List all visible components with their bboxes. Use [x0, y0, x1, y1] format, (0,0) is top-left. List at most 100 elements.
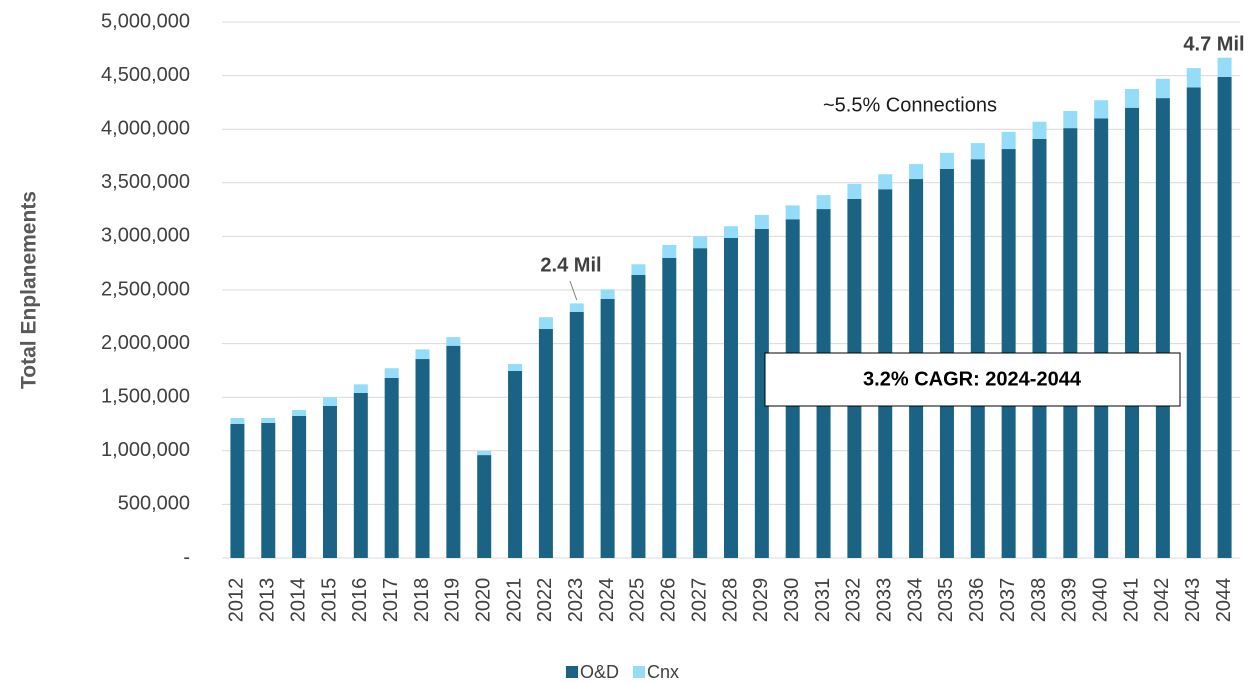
x-tick-label: 2040 [1089, 578, 1111, 623]
x-tick-label: 2037 [997, 578, 1019, 623]
bar-segment [1001, 131, 1016, 150]
x-tick-label: 2034 [904, 578, 926, 623]
y-tick-label: 1,000,000 [101, 439, 190, 461]
bar-segment [631, 264, 646, 275]
annotation: 3.2% CAGR: 2024-2044 [863, 368, 1082, 390]
bar-segment [384, 368, 399, 378]
y-tick-label: 4,500,000 [101, 64, 190, 86]
x-tick-label: 2028 [719, 578, 741, 623]
bar-segment [508, 370, 523, 558]
x-tick-label: 2044 [1213, 578, 1235, 623]
bar-segment [724, 226, 738, 239]
x-tick-label: 2025 [627, 578, 649, 623]
x-tick-label: 2031 [812, 578, 834, 623]
annotation: ~5.5% Connections [823, 94, 997, 116]
bar-segment [477, 450, 492, 456]
legend-label: Cnx [647, 662, 679, 682]
legend-label: O&D [580, 662, 619, 682]
y-tick-label: 2,500,000 [101, 278, 190, 300]
x-tick-label: 2035 [935, 578, 957, 623]
bar-segment [1032, 121, 1047, 139]
bar-segment [939, 152, 954, 169]
y-tick-label: 3,500,000 [101, 171, 190, 193]
x-tick-label: 2032 [843, 578, 865, 623]
bar-segment [538, 317, 553, 330]
bar-segment [415, 349, 430, 360]
bar-segment [1217, 76, 1232, 559]
bar-segment [384, 377, 399, 558]
bar-segment [847, 183, 862, 199]
bar-segment [1186, 87, 1201, 558]
bar-segment [1094, 100, 1109, 119]
y-tick-label: 4,000,000 [101, 117, 190, 139]
y-tick-label: 1,500,000 [101, 385, 190, 407]
bar-segment [600, 299, 615, 558]
bar-segment [415, 359, 430, 558]
bar-segment [538, 329, 553, 558]
leader-line [569, 280, 578, 301]
x-tick-label: 2020 [472, 578, 494, 623]
bar-segment [909, 164, 924, 180]
x-tick-label: 2024 [596, 578, 618, 623]
bar-segment [508, 363, 523, 371]
bar-segment [1094, 118, 1109, 558]
bar-segment [631, 274, 646, 558]
legend-swatch [633, 666, 646, 678]
annotation: 2.4 Mil [540, 254, 601, 276]
bar-segment [322, 405, 337, 558]
bar-segment [1125, 89, 1140, 108]
bar-segment [1217, 57, 1232, 77]
x-tick-label: 2030 [781, 578, 803, 623]
bar-segment [600, 289, 615, 300]
bar-segment [292, 415, 307, 558]
bar-segment [816, 195, 831, 210]
bar-segment [1125, 107, 1140, 558]
x-tick-label: 2016 [349, 578, 371, 623]
x-tick-label: 2015 [318, 578, 340, 623]
bar-segment [1155, 98, 1170, 558]
y-tick-label: 2,000,000 [101, 332, 190, 354]
bar-segment [569, 311, 584, 558]
bar-segment [785, 205, 800, 220]
bar-segment [1032, 138, 1047, 558]
bar-segment [230, 417, 245, 424]
bar-segment [261, 417, 276, 423]
x-tick-label: 2036 [966, 578, 988, 623]
bar-segment [693, 236, 708, 249]
y-tick-label: 500,000 [118, 493, 190, 515]
x-tick-label: 2014 [287, 578, 309, 623]
x-tick-label: 2021 [503, 578, 525, 623]
y-axis-label: Total Enplanements [18, 191, 41, 389]
y-tick-label: - [183, 546, 190, 568]
bar-segment [569, 303, 584, 312]
x-tick-label: 2013 [257, 578, 279, 623]
y-tick-label: 3,000,000 [101, 225, 190, 247]
bar-segment [1063, 110, 1078, 129]
bar-segment [662, 244, 677, 258]
x-tick-label: 2017 [380, 578, 402, 623]
x-tick-label: 2012 [226, 578, 248, 623]
bar-segment [1063, 128, 1078, 559]
bar-segment [754, 214, 769, 229]
x-tick-label: 2043 [1182, 578, 1204, 623]
bar-segment [662, 257, 677, 558]
bar-segment [754, 228, 769, 558]
x-tick-label: 2019 [442, 578, 464, 623]
x-tick-label: 2022 [534, 578, 556, 623]
legend-swatch [566, 666, 578, 678]
bar-segment [970, 143, 985, 160]
x-tick-label: 2038 [1028, 578, 1050, 623]
x-tick-label: 2041 [1120, 578, 1142, 623]
bar-segment [230, 424, 245, 558]
bar-segment [261, 422, 276, 558]
bar-segment [477, 455, 492, 558]
x-tick-label: 2023 [565, 578, 587, 623]
bar-segment [1186, 68, 1201, 88]
annotation: 4.7 Mil [1183, 33, 1244, 55]
bar-segment [353, 384, 368, 393]
x-tick-label: 2039 [1059, 578, 1081, 623]
bar-segment [292, 410, 307, 416]
annotation-box [764, 352, 1181, 407]
x-tick-label: 2018 [411, 578, 433, 623]
